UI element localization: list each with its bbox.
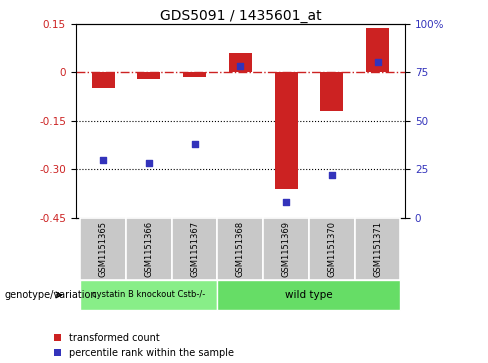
Bar (229, 53, 252, 72)
Title: GDS5091 / 1435601_at: GDS5091 / 1435601_at (160, 9, 321, 23)
Bar (309, 218, 355, 280)
Bar (263, 218, 309, 280)
Text: wild type: wild type (285, 290, 333, 300)
Text: genotype/variation: genotype/variation (5, 290, 98, 300)
Point (282, 199, 290, 205)
Bar (366, 28, 389, 72)
Text: GSM1151368: GSM1151368 (236, 221, 245, 277)
Text: GSM1151371: GSM1151371 (373, 221, 382, 277)
Point (328, 172, 336, 178)
Bar (80, 280, 218, 310)
Bar (183, 72, 206, 77)
Bar (172, 218, 218, 280)
Bar (275, 72, 298, 189)
Bar (218, 218, 263, 280)
Text: GSM1151366: GSM1151366 (144, 221, 153, 277)
Bar (218, 280, 401, 310)
Bar (92, 72, 115, 88)
Bar (126, 218, 172, 280)
Bar (321, 72, 343, 111)
Point (191, 141, 199, 147)
Legend: transformed count, percentile rank within the sample: transformed count, percentile rank withi… (54, 333, 234, 358)
Point (374, 60, 382, 65)
Point (99, 157, 107, 163)
Text: cystatin B knockout Cstb-/-: cystatin B knockout Cstb-/- (92, 290, 205, 299)
Text: GSM1151370: GSM1151370 (327, 221, 336, 277)
Point (237, 64, 244, 69)
Text: GSM1151367: GSM1151367 (190, 221, 199, 277)
Bar (80, 218, 126, 280)
Point (145, 160, 153, 166)
Bar (355, 218, 401, 280)
Text: GSM1151365: GSM1151365 (99, 221, 107, 277)
Bar (138, 72, 160, 79)
Text: GSM1151369: GSM1151369 (282, 221, 290, 277)
